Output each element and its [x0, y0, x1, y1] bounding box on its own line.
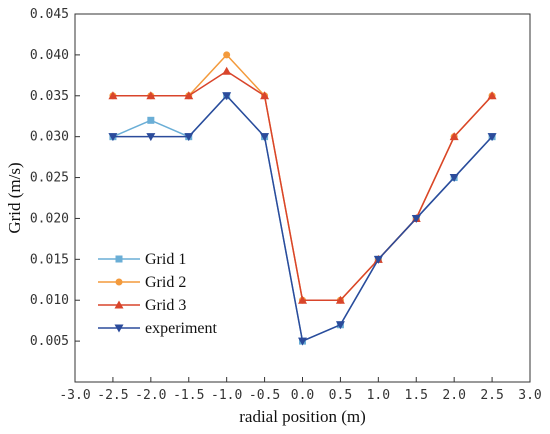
y-tick-label: 0.035 — [30, 89, 69, 104]
legend: Grid 1 Grid 2 Grid 3 experiment — [98, 251, 218, 337]
series-experiment — [108, 92, 497, 346]
legend-item-grid-3: Grid 3 — [98, 297, 186, 314]
plot-frame — [74, 13, 531, 383]
data-point — [411, 214, 421, 223]
x-tick-label: 3.0 — [518, 388, 541, 403]
series-layer — [108, 51, 497, 346]
legend-label: experiment — [145, 320, 218, 337]
legend-label: Grid 3 — [145, 297, 186, 314]
x-tick-label: -1.0 — [211, 388, 242, 403]
data-point — [298, 337, 307, 346]
data-point — [449, 174, 459, 183]
data-point — [298, 295, 307, 304]
legend-marker — [115, 278, 123, 286]
series-grid-3 — [108, 66, 497, 304]
axis-ticks: -3.0 -2.5 -2.0 -1.5 -1.0 -0.5 0.0 0.5 1.0 1.5 2.0 2… — [30, 7, 542, 403]
x-tick-label: 1.0 — [367, 388, 390, 403]
y-tick-label: 0.015 — [30, 252, 69, 267]
data-point — [147, 116, 155, 124]
y-tick-label: 0.020 — [30, 211, 69, 226]
x-axis-title: radial position (m) — [239, 407, 366, 426]
legend-item-grid-2: Grid 2 — [98, 274, 186, 291]
x-tick-label: 2.0 — [442, 388, 465, 403]
data-point — [487, 91, 497, 100]
data-point — [222, 92, 232, 101]
data-point — [108, 91, 118, 100]
y-tick-label: 0.040 — [30, 48, 69, 63]
legend-item-experiment: experiment — [98, 320, 218, 337]
data-point — [146, 91, 156, 100]
x-tick-label: 1.5 — [405, 388, 428, 403]
y-tick-label: 0.030 — [30, 130, 69, 145]
data-point — [373, 255, 383, 264]
data-point — [223, 51, 231, 59]
x-tick-label: 0.0 — [291, 388, 314, 403]
x-tick-label: -0.5 — [249, 388, 280, 403]
y-tick-label: 0.045 — [30, 7, 69, 22]
data-point — [260, 133, 270, 142]
legend-marker — [114, 300, 124, 309]
legend-marker — [114, 324, 124, 333]
legend-label: Grid 1 — [145, 251, 186, 268]
data-point — [487, 133, 497, 142]
x-tick-label: -1.5 — [173, 388, 204, 403]
data-point — [108, 133, 118, 142]
data-point — [222, 66, 232, 75]
x-tick-label: -2.0 — [135, 388, 166, 403]
legend-item-grid-1: Grid 1 — [98, 251, 186, 268]
legend-marker — [115, 255, 123, 263]
y-tick-label: 0.025 — [30, 171, 69, 186]
x-tick-label: 2.5 — [480, 388, 503, 403]
data-point — [335, 295, 345, 304]
y-tick-label: 0.005 — [30, 334, 69, 349]
data-point — [146, 133, 156, 142]
x-tick-label: -3.0 — [59, 388, 90, 403]
x-tick-label: 0.5 — [329, 388, 352, 403]
y-tick-label: 0.010 — [30, 293, 69, 308]
legend-label: Grid 2 — [145, 274, 186, 291]
y-axis-title: Grid (m/s) — [5, 162, 24, 233]
x-tick-label: -2.5 — [97, 388, 128, 403]
data-point — [449, 132, 459, 141]
data-point — [260, 91, 270, 100]
data-point — [184, 91, 194, 100]
data-point — [184, 133, 194, 142]
data-point — [335, 321, 345, 330]
